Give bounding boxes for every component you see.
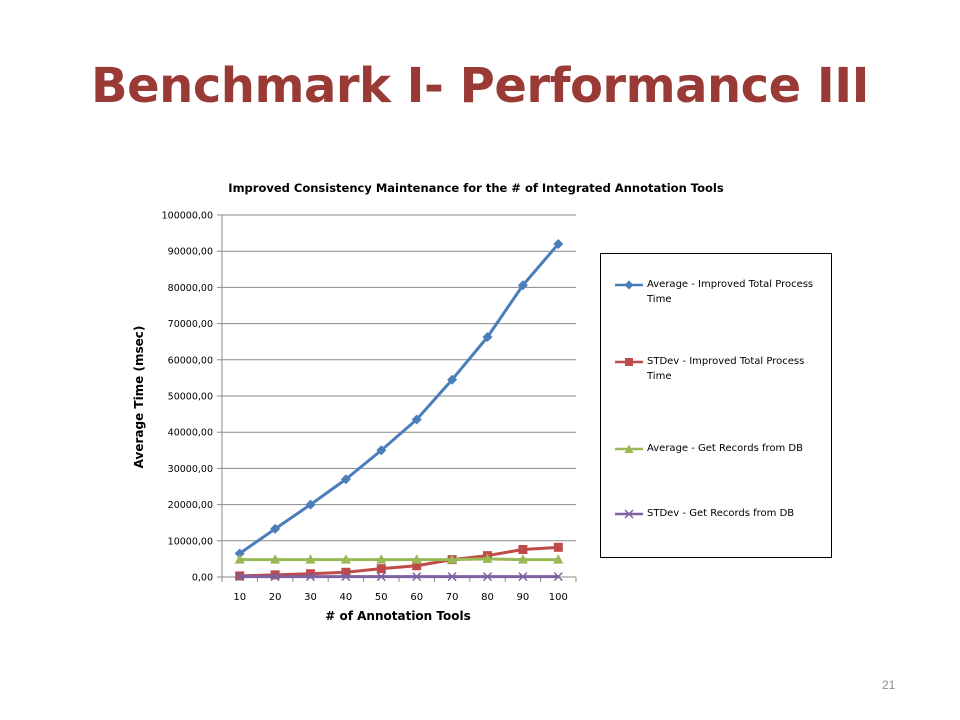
data-point-x	[553, 572, 563, 582]
series-group	[234, 553, 564, 564]
data-point-triangle	[340, 554, 351, 564]
data-point-x	[341, 572, 351, 582]
chart-legend: Average - Improved Total Process Time ST…	[600, 253, 832, 558]
x-axis-label: # of Annotation Tools	[325, 609, 470, 623]
x-tick-label: 50	[375, 592, 388, 603]
y-tick-label: 70000,00	[168, 319, 213, 330]
y-tick-labels: 0,00 10000,00 20000,00 30000,00 40000,00 5000…	[162, 211, 213, 584]
y-tick-label: 100000,00	[162, 211, 213, 222]
x-tick-label: 70	[446, 592, 459, 603]
data-point-diamond	[234, 548, 245, 559]
data-point-diamond	[305, 499, 316, 510]
x-tick-label: 60	[410, 592, 423, 603]
series-group	[235, 572, 563, 582]
legend-triangle-marker	[615, 444, 643, 453]
data-point-x	[518, 572, 528, 582]
series-line	[239, 557, 559, 562]
series	[234, 238, 564, 582]
x-tick-label: 10	[233, 592, 246, 603]
y-tick-label: 30000,00	[168, 464, 213, 475]
legend-label: STDev - Get Records from DB	[647, 508, 795, 519]
data-point-triangle	[411, 554, 422, 564]
data-point-triangle	[447, 554, 458, 564]
legend-x-marker	[615, 509, 643, 519]
x-tick-label: 30	[304, 592, 317, 603]
data-point-x	[305, 572, 316, 582]
data-point-square	[518, 544, 528, 554]
data-point-x	[270, 572, 280, 582]
data-point-diamond	[482, 331, 493, 342]
data-point-diamond	[270, 523, 281, 534]
data-point-diamond	[376, 445, 387, 456]
series-line	[238, 242, 560, 555]
y-tick-label: 40000,00	[168, 428, 213, 439]
x-tick-label: 100	[549, 592, 568, 603]
data-point-x	[376, 572, 386, 582]
data-point-triangle	[376, 554, 387, 564]
data-point-diamond	[447, 374, 458, 385]
y-tick-label: 90000,00	[168, 247, 213, 258]
x-tick-label: 90	[517, 592, 530, 603]
data-point-triangle	[517, 554, 528, 564]
y-tick-label: 80000,00	[168, 283, 213, 294]
series-line	[239, 545, 559, 578]
data-point-triangle	[234, 554, 245, 564]
legend-diamond-marker	[615, 280, 643, 290]
data-point-x	[482, 572, 493, 582]
data-point-square	[270, 570, 280, 580]
data-point-triangle	[482, 553, 493, 563]
data-point-triangle	[270, 554, 281, 564]
y-tick-label: 0,00	[192, 573, 213, 584]
chart-title: Improved Consistency Maintenance for the…	[228, 181, 724, 195]
data-point-x	[447, 572, 457, 582]
data-point-diamond	[553, 238, 564, 249]
data-point-x	[235, 572, 245, 582]
data-point-diamond	[340, 474, 351, 485]
data-point-triangle	[553, 554, 564, 564]
x-tick-labels: 10 20 30 40 50 60 70 80 90 100	[233, 592, 568, 603]
legend-item: STDev - Improved Total Process Time	[615, 354, 825, 384]
x-tick-label: 80	[481, 592, 494, 603]
y-tick-label: 50000,00	[168, 392, 213, 403]
gridlines	[222, 214, 576, 542]
data-point-diamond	[411, 414, 422, 425]
legend-item: STDev - Get Records from DB	[615, 506, 825, 521]
legend-item: Average - Get Records from DB	[615, 441, 825, 456]
data-point-square	[412, 561, 422, 571]
slide-title: Benchmark I- Performance III	[91, 58, 869, 114]
y-tick-label: 20000,00	[168, 500, 213, 511]
data-point-square	[376, 564, 386, 574]
data-point-square	[553, 542, 563, 552]
series-group	[234, 238, 564, 559]
axes	[217, 214, 577, 582]
data-point-diamond	[517, 280, 528, 291]
y-tick-label: 60000,00	[168, 355, 213, 366]
y-axis-label: Average Time (msec)	[132, 326, 146, 469]
legend-square-marker	[615, 358, 643, 366]
page-number: 21	[882, 678, 896, 692]
legend-label: Average - Get Records from DB	[647, 443, 803, 454]
data-point-triangle	[305, 554, 316, 564]
y-tick-label: 10000,00	[168, 536, 213, 547]
legend-label: Average - Improved Total Process Time	[647, 279, 814, 305]
legend-item: Average - Improved Total Process Time	[615, 277, 825, 307]
x-tick-label: 20	[269, 592, 282, 603]
x-tick-label: 40	[340, 592, 353, 603]
data-point-square	[341, 567, 351, 577]
series-group	[235, 542, 563, 581]
legend-label: STDev - Improved Total Process Time	[647, 356, 805, 382]
data-point-x	[412, 572, 422, 582]
data-point-square	[306, 569, 315, 579]
